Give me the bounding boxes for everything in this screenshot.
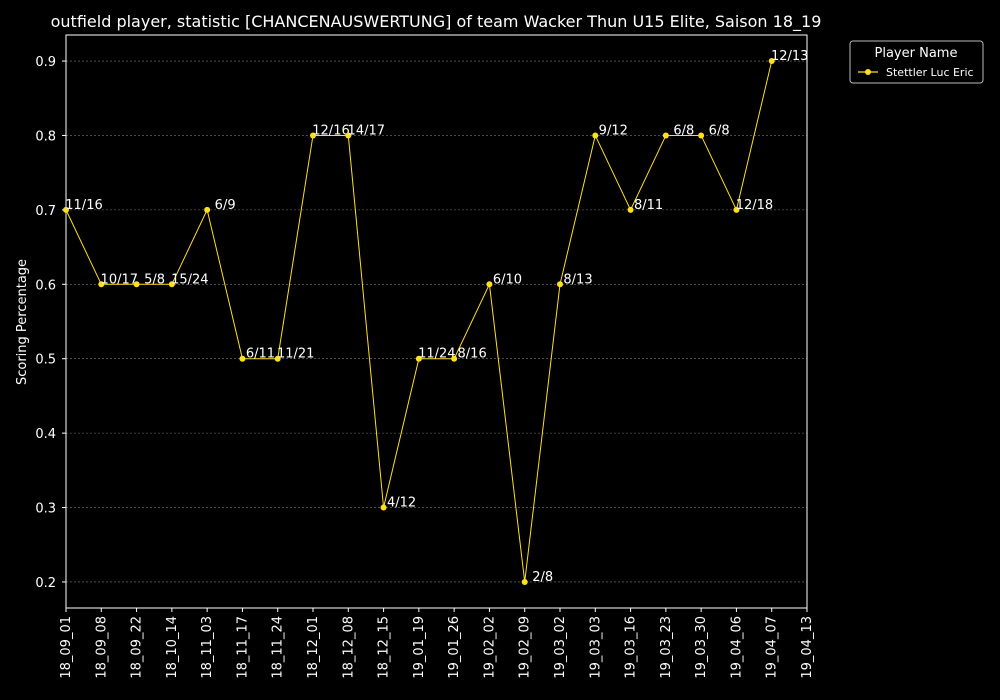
- data-label: 6/8: [673, 123, 694, 138]
- x-tick-label: 19_03_23: [659, 616, 674, 679]
- data-point: [768, 58, 775, 65]
- x-tick-label: 18_09_22: [130, 616, 145, 679]
- x-tick-label: 18_11_17: [235, 616, 250, 679]
- data-point: [451, 355, 458, 362]
- data-point: [627, 206, 634, 213]
- data-label: 4/12: [387, 496, 416, 511]
- series-line: [65, 60, 773, 583]
- data-point: [380, 504, 387, 511]
- data-label: 6/9: [215, 198, 236, 213]
- grid: [66, 60, 807, 583]
- data-label: 12/18: [736, 198, 773, 213]
- data-point: [698, 132, 705, 139]
- data-point: [63, 206, 69, 213]
- legend-box: [849, 40, 984, 84]
- legend: Player Name Stettler Luc Eric: [849, 40, 984, 84]
- y-tick-label: 0.4: [35, 427, 56, 442]
- y-tick-label: 0.9: [35, 55, 56, 70]
- data-label: 6/11: [246, 347, 275, 362]
- data-label: 15/24: [171, 272, 208, 287]
- x-tick-label: 18_12_08: [341, 616, 356, 679]
- data-point: [521, 578, 528, 585]
- y-axis-label: Scoring Percentage: [15, 259, 30, 385]
- x-tick-label: 18_10_14: [165, 616, 180, 679]
- data-label: 8/11: [634, 198, 663, 213]
- x-tick-label: 18_11_24: [271, 616, 286, 679]
- data-label: 8/13: [563, 272, 592, 287]
- data-label: 11/16: [65, 198, 102, 213]
- x-tick-label: 19_03_16: [624, 616, 639, 679]
- data-point: [239, 355, 246, 362]
- data-point: [592, 132, 599, 139]
- x-tick-label: 19_04_07: [765, 616, 780, 679]
- y-tick-label: 0.6: [35, 278, 56, 293]
- data-point: [733, 206, 740, 213]
- data-label: 11/21: [277, 347, 314, 362]
- data-point: [345, 132, 352, 139]
- plot-area-frame: [65, 34, 808, 609]
- data-point: [415, 355, 422, 362]
- y-tick-label: 0.3: [35, 502, 56, 517]
- y-tick-label: 0.5: [35, 353, 56, 368]
- data-point: [486, 281, 493, 288]
- x-tick-label: 18_09_01: [59, 616, 74, 679]
- x-tick-label: 19_02_09: [518, 616, 533, 679]
- legend-point-marker: [865, 69, 871, 75]
- data-point: [274, 355, 281, 362]
- y-tick-label: 0.7: [35, 204, 56, 219]
- data-point: [204, 206, 211, 213]
- data-label: 10/17: [101, 272, 138, 287]
- data-label: 12/16: [312, 123, 349, 138]
- data-point: [310, 132, 316, 139]
- legend-entry-label: Stettler Luc Eric: [886, 66, 974, 79]
- data-label: 5/8: [144, 272, 165, 287]
- x-tick-label: 19_03_03: [588, 616, 603, 679]
- data-point: [662, 132, 669, 139]
- data-label: 11/24: [418, 347, 455, 362]
- y-tick-label: 0.2: [35, 576, 56, 591]
- data-label: 9/12: [599, 123, 628, 138]
- chart-title: outfield player, statistic [CHANCENAUSWE…: [51, 12, 822, 32]
- x-tick-label: 19_01_19: [412, 616, 427, 679]
- data-point: [98, 281, 105, 288]
- data-label: 14/17: [348, 123, 385, 138]
- x-tick-label: 18_09_08: [94, 616, 109, 679]
- legend-title: Player Name: [875, 46, 958, 61]
- y-axis: 0.2 0.3 0.4 0.5 0.6 0.7 0.8 0.9: [35, 55, 66, 591]
- data-label: 12/13: [771, 49, 808, 64]
- y-tick-label: 0.8: [35, 129, 56, 144]
- x-tick-label: 19_04_13: [800, 616, 815, 679]
- data-point: [557, 281, 563, 288]
- x-tick-label: 19_03_02: [553, 616, 568, 679]
- data-label: 6/8: [709, 123, 730, 138]
- x-tick-label: 19_02_02: [482, 616, 497, 679]
- x-tick-label: 19_03_30: [694, 616, 709, 679]
- x-tick-label: 18_12_01: [306, 616, 321, 679]
- x-tick-label: 19_04_06: [729, 616, 744, 679]
- data-label: 2/8: [532, 570, 553, 585]
- data-point: [133, 281, 140, 288]
- data-point: [168, 281, 175, 288]
- x-tick-label: 18_11_03: [200, 616, 215, 679]
- series: 11/16 10/17 5/8 15/24 6/9 6/11 11/21 12/1614/17…: [63, 49, 808, 585]
- x-tick-label: 18_12_15: [377, 616, 392, 679]
- x-axis: 18_09_01 18_09_08 18_09_22 18_10_14 18_11_03…: [59, 608, 815, 679]
- x-tick-label: 19_01_26: [447, 616, 462, 679]
- data-label: 8/16: [458, 347, 487, 362]
- data-label: 6/10: [493, 272, 522, 287]
